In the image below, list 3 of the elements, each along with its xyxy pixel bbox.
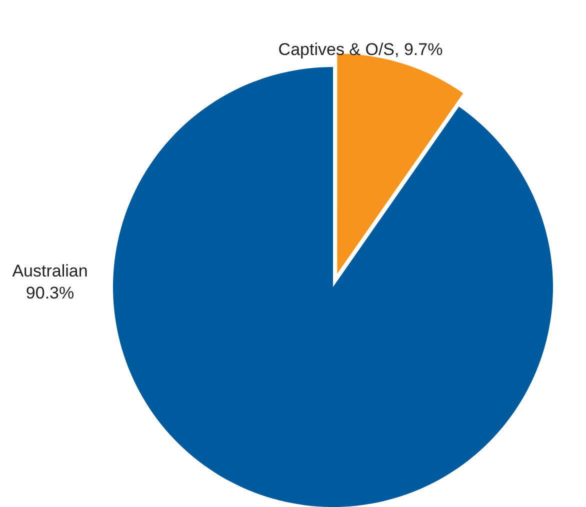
data-label: 90.3% — [26, 284, 74, 302]
slice-label: Australian — [12, 262, 88, 280]
slice-label: Captives & O/S, 9.7% — [278, 40, 443, 59]
